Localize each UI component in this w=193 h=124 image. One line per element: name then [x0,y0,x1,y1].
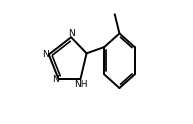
Text: NH: NH [74,80,88,89]
Text: N: N [52,75,59,84]
Text: N: N [68,29,74,38]
Text: N: N [42,50,49,59]
